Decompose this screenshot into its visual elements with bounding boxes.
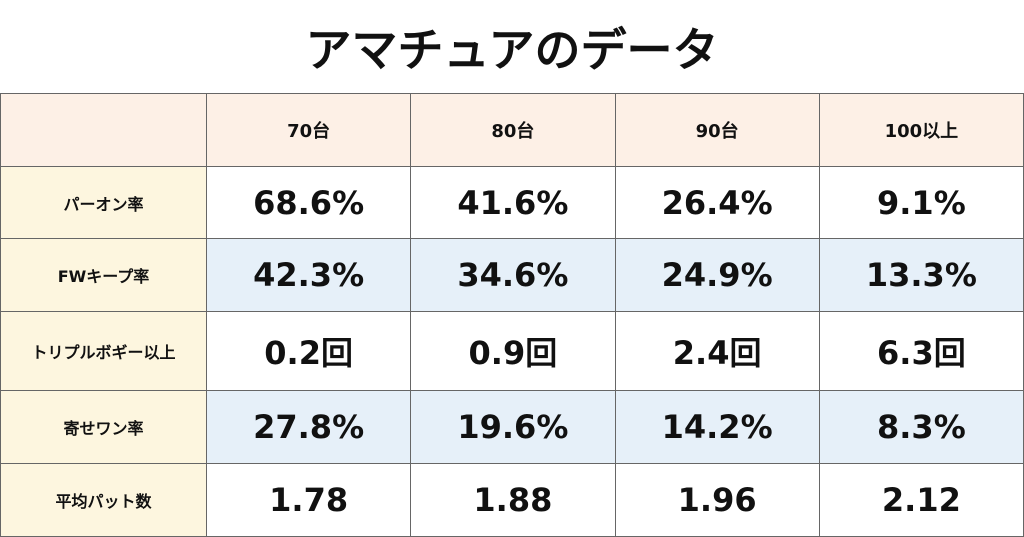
table-row: FWキープ率 42.3% 34.6% 24.9% 13.3% — [0, 238, 1024, 312]
value-cell: 24.9% — [614, 238, 820, 312]
column-header: 90台 — [614, 93, 820, 167]
row-label: FWキープ率 — [0, 238, 207, 312]
data-table: 70台 80台 90台 100以上 パーオン率 68.6% 41.6% 26.4% 9.1% F… — [0, 93, 1024, 537]
value-cell: 13.3% — [818, 238, 1024, 312]
value-cell: 2.12 — [818, 463, 1024, 537]
value-cell: 1.88 — [410, 463, 616, 537]
value-cell: 2.4回 — [614, 311, 820, 391]
value-cell: 1.96 — [614, 463, 820, 537]
title: アマチュアのデータ — [305, 22, 719, 77]
table-row: 寄せワン率 27.8% 19.6% 14.2% 8.3% — [0, 390, 1024, 464]
value-cell: 0.9回 — [410, 311, 616, 391]
row-label: トリプルボギー以上 — [0, 311, 207, 391]
column-header: 70台 — [205, 93, 412, 167]
value-cell: 42.3% — [205, 238, 412, 312]
value-cell: 9.1% — [818, 166, 1024, 239]
value-cell: 26.4% — [614, 166, 820, 239]
row-label: パーオン率 — [0, 166, 207, 239]
table-row: トリプルボギー以上 0.2回 0.9回 2.4回 6.3回 — [0, 311, 1024, 391]
row-label: 平均パット数 — [0, 463, 207, 537]
value-cell: 1.78 — [205, 463, 412, 537]
value-cell: 27.8% — [205, 390, 412, 464]
table-row: 平均パット数 1.78 1.88 1.96 2.12 — [0, 463, 1024, 537]
value-cell: 34.6% — [410, 238, 616, 312]
header-row: 70台 80台 90台 100以上 — [0, 93, 1024, 167]
column-header: 80台 — [410, 93, 616, 167]
row-label: 寄せワン率 — [0, 390, 207, 464]
value-cell: 6.3回 — [818, 311, 1024, 391]
value-cell: 14.2% — [614, 390, 820, 464]
value-cell: 19.6% — [410, 390, 616, 464]
value-cell: 8.3% — [818, 390, 1024, 464]
value-cell: 68.6% — [205, 166, 412, 239]
value-cell: 0.2回 — [205, 311, 412, 391]
value-cell: 41.6% — [410, 166, 616, 239]
table-body: 70台 80台 90台 100以上 パーオン率 68.6% 41.6% 26.4% 9.1% F… — [0, 93, 1024, 537]
corner-cell — [0, 93, 207, 167]
table-row: パーオン率 68.6% 41.6% 26.4% 9.1% — [0, 166, 1024, 239]
column-header: 100以上 — [818, 93, 1024, 167]
